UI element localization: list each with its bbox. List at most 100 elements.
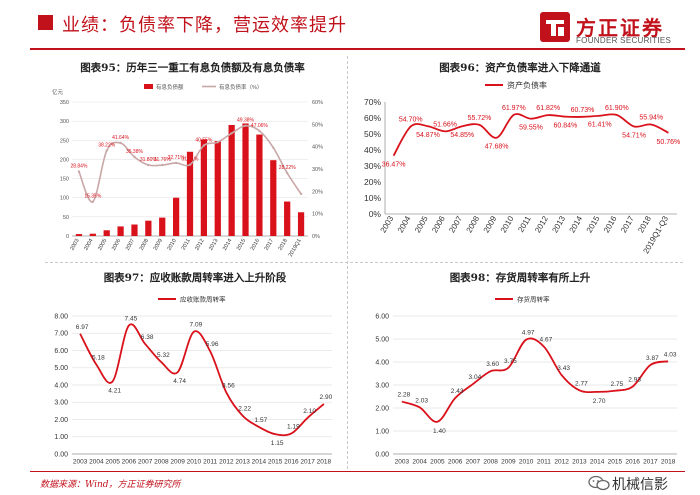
y-tick-label: 200 bbox=[60, 157, 69, 163]
chart-title: 图表96：资产负债率进入下降通道 bbox=[439, 62, 601, 74]
receivables-turnover-chart: 应收账款周转率 0.00 1.00 2.00 3.00 4.00 5.00 6.00 7.00 8… bbox=[54, 294, 333, 466]
legend-label: 存货周转率 bbox=[517, 294, 550, 303]
data-label: 55.72% bbox=[468, 115, 492, 122]
data-point bbox=[161, 163, 164, 167]
data-label: 54.85% bbox=[450, 132, 474, 139]
data-point bbox=[133, 155, 136, 159]
x-tick-label: 2011 bbox=[537, 459, 551, 466]
data-label: 54.70% bbox=[399, 116, 423, 123]
y-tick-label: 70% bbox=[364, 97, 381, 107]
y-tick-label: 50 bbox=[63, 215, 69, 221]
y-tick-label: 2.00 bbox=[375, 405, 389, 412]
y-tick-label: 5.00 bbox=[375, 336, 389, 343]
data-label: 3.04 bbox=[469, 374, 482, 381]
data-point bbox=[147, 163, 150, 167]
data-point bbox=[230, 132, 233, 135]
x-tick-label: 2005 bbox=[105, 459, 120, 466]
data-label: 2.90 bbox=[320, 394, 333, 401]
y-tick-label: 4.00 bbox=[375, 359, 389, 366]
legend-label: 资产负债率 bbox=[507, 80, 547, 90]
x-tick-label: 2004 bbox=[89, 459, 104, 466]
data-point bbox=[77, 170, 81, 173]
data-point bbox=[188, 163, 192, 166]
y-tick-label: 50% bbox=[364, 129, 381, 139]
logo-name: 方正证券 bbox=[576, 16, 664, 40]
x-tick-label: 2004 bbox=[412, 459, 427, 466]
x-tick-label: 2006 bbox=[430, 214, 447, 234]
chart-title: 图表98：存货周转率有所上升 bbox=[449, 272, 591, 284]
x-tick-label: 2015 bbox=[585, 214, 602, 234]
bar bbox=[284, 201, 291, 236]
y2-tick-label: 20% bbox=[312, 189, 323, 195]
bar bbox=[242, 123, 249, 236]
data-label: 36.47% bbox=[382, 162, 406, 169]
data-label: 31.91% bbox=[182, 157, 200, 163]
founder-logo-icon bbox=[540, 12, 570, 42]
data-label: 5.32 bbox=[157, 352, 170, 359]
legend-label: 应收账款周转率 bbox=[180, 294, 226, 303]
x-tick-label: 2010 bbox=[499, 214, 516, 234]
left-axis-unit: 亿元 bbox=[52, 88, 64, 96]
data-point bbox=[174, 161, 178, 165]
data-label: 15.35% bbox=[84, 194, 102, 200]
y-tick-label: 0.00 bbox=[54, 451, 68, 458]
x-tick-label: 2018 bbox=[278, 238, 289, 252]
y-tick-label: 60% bbox=[364, 113, 381, 123]
data-label: 38.22% bbox=[98, 143, 116, 149]
data-label: 2.43 bbox=[451, 388, 464, 395]
wechat-icon bbox=[588, 475, 610, 491]
x-tick-label: 2008 bbox=[465, 214, 482, 234]
data-label: 61.97% bbox=[502, 105, 526, 112]
x-tick-label: 2018 bbox=[317, 459, 332, 466]
x-tick-label: 2014 bbox=[252, 459, 267, 466]
y-tick-label: 40% bbox=[364, 145, 381, 155]
y-tick-label: 1.00 bbox=[54, 434, 68, 441]
y2-tick-label: 10% bbox=[312, 212, 323, 218]
x-tick-label: 2019Q1 bbox=[288, 238, 303, 258]
data-point bbox=[91, 200, 95, 203]
bar bbox=[75, 234, 83, 236]
data-label: 59.55% bbox=[519, 125, 543, 132]
legend-swatch bbox=[144, 84, 153, 89]
x-tick-label: 2010 bbox=[519, 459, 534, 466]
data-label: 60.84% bbox=[553, 123, 577, 130]
y-tick-label: 8.00 bbox=[54, 313, 68, 320]
x-tick-label: 2013 bbox=[208, 238, 219, 252]
data-label: 54.71% bbox=[622, 132, 646, 139]
data-label: 2.93 bbox=[628, 377, 641, 384]
x-tick-label: 2009 bbox=[482, 214, 499, 234]
x-tick-label: 2012 bbox=[554, 459, 569, 466]
data-label: 1.15 bbox=[271, 440, 284, 447]
bar bbox=[117, 226, 124, 236]
data-label: 2.28 bbox=[398, 392, 411, 399]
page-header: 业绩：负债率下降，营运效率提升 方正证券 FOUNDER SECURITIES bbox=[0, 0, 700, 52]
bar bbox=[200, 139, 208, 236]
data-label: 2.75 bbox=[611, 381, 624, 388]
series-line bbox=[392, 113, 669, 157]
series-line bbox=[79, 323, 325, 437]
data-label: 60.73% bbox=[571, 107, 595, 114]
x-tick-label: 2011 bbox=[181, 238, 192, 251]
header-rule bbox=[30, 48, 685, 50]
data-label: 4.74 bbox=[173, 378, 186, 385]
y-tick-label: 100 bbox=[60, 196, 69, 202]
data-label: 40.55% bbox=[195, 137, 213, 143]
data-label: 3.56 bbox=[222, 383, 235, 390]
y-tick-label: 150 bbox=[60, 177, 69, 183]
x-tick-label: 2007 bbox=[138, 459, 153, 466]
x-tick-label: 2005 bbox=[97, 238, 108, 252]
data-label: 1.40 bbox=[433, 428, 446, 435]
x-tick-label: 2014 bbox=[222, 238, 233, 252]
x-tick-label: 2008 bbox=[483, 459, 498, 466]
data-label: 54.87% bbox=[416, 132, 440, 139]
data-label: 5.18 bbox=[92, 355, 105, 362]
data-label: 3.75 bbox=[504, 358, 517, 365]
x-tick-label: 2015 bbox=[268, 459, 283, 466]
page-footer: 数据来源：Wind，方正证券研究所 机械信影 bbox=[0, 471, 700, 495]
x-tick-label: 2016 bbox=[250, 238, 261, 252]
data-label: 41.64% bbox=[112, 135, 130, 141]
x-tick-label: 2017 bbox=[619, 214, 636, 234]
bar bbox=[159, 217, 166, 236]
x-tick-label: 2016 bbox=[625, 459, 640, 466]
